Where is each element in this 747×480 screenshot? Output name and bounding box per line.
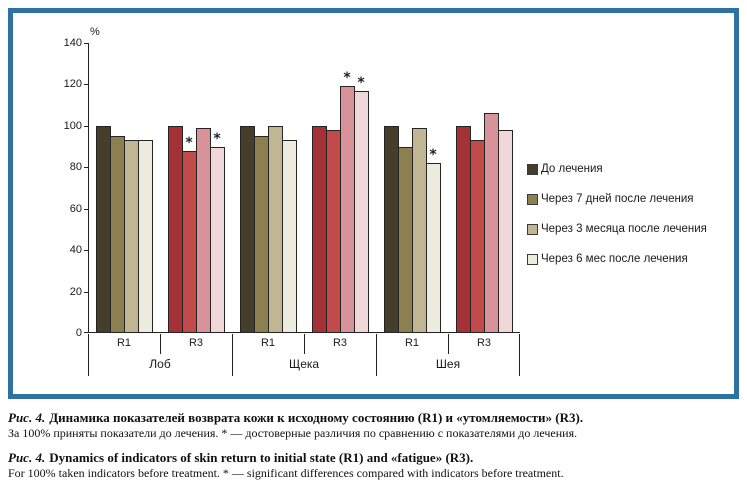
x-axis-labels: R1 R3 Лоб R1 R3 Щека R1 R3 Шея [88, 334, 520, 376]
y-tick-mark [84, 84, 88, 85]
legend-item: Через 6 мес после лечения [527, 253, 707, 265]
caption-prefix-en: Рис. 4. [8, 450, 46, 465]
significance-star: * [213, 131, 221, 147]
bar-Лоб-R3-3 [195, 128, 211, 333]
y-tick-mark [84, 167, 88, 168]
x-axis-separator [376, 334, 377, 376]
caption-note-ru: За 100% приняты показатели до лечения. *… [8, 426, 578, 440]
bar-group-Щека-R3: * * [311, 43, 369, 333]
bar-Лоб-R1-2 [109, 136, 125, 333]
x-region-label: Шея [435, 357, 461, 371]
bar-Шея-R3-4 [497, 130, 513, 333]
bar-Щека-R1-3 [267, 126, 283, 333]
y-tick-mark [84, 209, 88, 210]
y-tick-label: 80 [69, 161, 82, 173]
bar-Шея-R1-1 [383, 126, 399, 333]
bar-Лоб-R3-1 [167, 126, 183, 333]
caption-title-en-text: Dynamics of indicators of skin return to… [49, 450, 474, 465]
bar-Щека-R3-3: * [339, 70, 355, 333]
legend-label: До лечения [541, 163, 603, 175]
figure-caption: Рис. 4. Динамика показателей возврата кож… [8, 410, 741, 480]
y-tick-label: 20 [69, 286, 82, 298]
y-tick-mark [84, 126, 88, 127]
bar-group-Лоб-R3: * * [167, 43, 225, 333]
bar-Лоб-R1-1 [95, 126, 111, 333]
legend-item: До лечения [527, 163, 707, 175]
y-tick-label: 140 [63, 37, 82, 49]
significance-star: * [357, 75, 365, 91]
significance-star: * [343, 70, 351, 86]
legend-swatch [527, 193, 538, 205]
bar-group-Шея-R1: * [383, 43, 441, 333]
legend-swatch [527, 253, 538, 265]
bar-Шея-R1-2 [397, 147, 413, 333]
x-group-label: R1 [404, 337, 420, 349]
caption-title-ru: Рис. 4. Динамика показателей возврата кож… [8, 410, 741, 426]
bar-Щека-R1-4 [281, 140, 297, 333]
bar-Лоб-R3-2: * [181, 135, 197, 333]
bar-Щека-R3-1 [311, 126, 327, 333]
y-axis-unit-label: % [90, 26, 100, 38]
y-tick-mark [84, 250, 88, 251]
y-tick-mark [84, 332, 88, 333]
legend-swatch [527, 163, 538, 175]
bar-Щека-R3-4: * [353, 75, 369, 333]
x-group-label: R3 [188, 337, 204, 349]
y-tick-mark [84, 292, 88, 293]
bar-group-Лоб-R1 [95, 43, 153, 333]
x-group-label: R1 [260, 337, 276, 349]
x-axis-separator [304, 334, 305, 354]
x-region-label: Щека [288, 357, 320, 371]
x-group-label: R3 [332, 337, 348, 349]
x-group-label: R1 [116, 337, 132, 349]
significance-star: * [429, 147, 437, 163]
legend-swatch [527, 223, 538, 235]
bar-Щека-R3-2 [325, 130, 341, 333]
bar-Лоб-R1-3 [123, 140, 139, 333]
x-axis-separator [160, 334, 161, 354]
x-group-label: R3 [476, 337, 492, 349]
bar-group-Щека-R1 [239, 43, 297, 333]
y-tick-label: 100 [63, 120, 82, 132]
x-axis-separator [448, 334, 449, 354]
significance-star: * [185, 135, 193, 151]
bar-Шея-R1-3 [411, 128, 427, 333]
bar-Шея-R3-2 [469, 140, 485, 333]
caption-title-en: Рис. 4. Dynamics of indicators of skin re… [8, 450, 741, 466]
bar-Лоб-R1-4 [137, 140, 153, 333]
legend-label: Через 7 дней после лечения [541, 193, 694, 205]
bar-Шея-R3-1 [455, 126, 471, 333]
y-tick-label: 40 [69, 244, 82, 256]
caption-note-en: For 100% taken indicators before treatme… [8, 466, 564, 480]
x-region-label: Лоб [149, 357, 171, 371]
x-axis-separator [519, 334, 520, 376]
legend-item: Через 7 дней после лечения [527, 193, 707, 205]
legend-label: Через 6 мес после лечения [541, 253, 688, 265]
y-tick-label: 60 [69, 203, 82, 215]
bar-Щека-R1-1 [239, 126, 255, 333]
caption-prefix-ru: Рис. 4. [8, 410, 46, 425]
bar-Шея-R3-3 [483, 113, 499, 333]
chart-legend: До лечения Через 7 дней после лечения Чере… [527, 163, 707, 283]
x-axis-separator [88, 334, 89, 376]
bar-Шея-R1-4: * [425, 147, 441, 333]
plot-area [88, 43, 520, 333]
legend-label: Через 3 месяца после лечения [541, 223, 707, 235]
bar-Лоб-R3-4: * [209, 131, 225, 333]
x-axis-separator [232, 334, 233, 376]
y-tick-mark [84, 43, 88, 44]
y-tick-label: 0 [75, 327, 82, 339]
caption-title-ru-text: Динамика показателей возврата кожи к исх… [49, 410, 584, 425]
legend-item: Через 3 месяца после лечения [527, 223, 707, 235]
bar-Щека-R1-2 [253, 136, 269, 333]
bar-group-Шея-R3 [455, 43, 513, 333]
y-tick-label: 120 [63, 78, 82, 90]
